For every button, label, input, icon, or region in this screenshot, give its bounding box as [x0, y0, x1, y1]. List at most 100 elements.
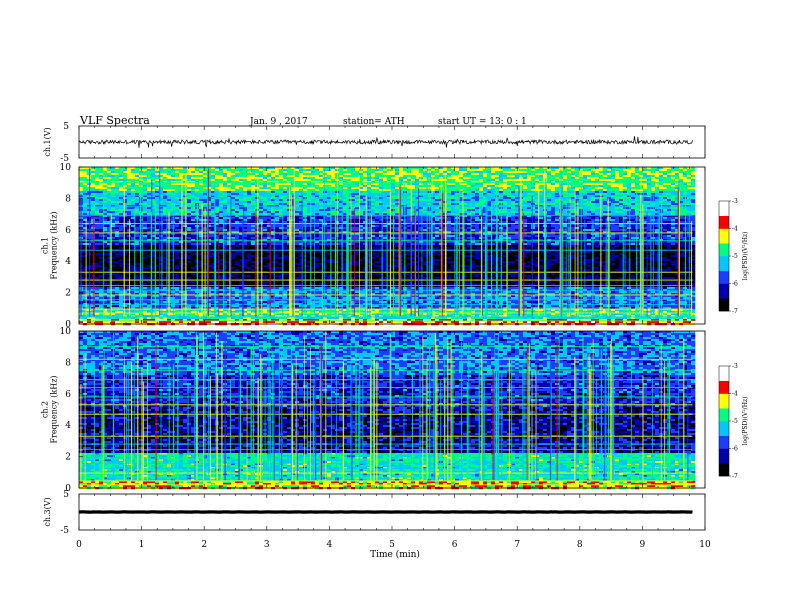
psd-cell [607, 185, 611, 187]
psd-cell [519, 169, 523, 171]
psd-cell [95, 201, 99, 203]
psd-cell [187, 177, 191, 179]
psd-cell [527, 171, 531, 173]
psd-cell [447, 187, 451, 189]
psd-cell [299, 229, 303, 231]
psd-cell [251, 169, 255, 171]
psd-cell [119, 173, 123, 175]
psd-cell [191, 211, 195, 213]
psd-cell [311, 183, 315, 185]
psd-cell [611, 221, 615, 223]
psd-cell [479, 199, 483, 201]
psd-cell [195, 201, 199, 203]
psd-cell [547, 227, 551, 229]
psd-cell [555, 213, 559, 215]
psd-cell [383, 211, 387, 213]
psd-cell [355, 177, 359, 179]
psd-cell [375, 191, 379, 193]
psd-cell [99, 213, 103, 215]
psd-cell [315, 183, 319, 185]
psd-cell [603, 199, 607, 201]
psd-cell [547, 179, 551, 181]
psd-cell [91, 183, 95, 185]
psd-cell [511, 219, 515, 221]
psd-cell [79, 179, 83, 181]
psd-cell [95, 211, 99, 213]
psd-cell [463, 185, 467, 187]
psd-cell [631, 173, 635, 175]
psd-cell [475, 203, 479, 205]
psd-cell [627, 199, 631, 201]
psd-cell [383, 189, 387, 191]
psd-cell [471, 207, 475, 209]
psd-cell [483, 203, 487, 205]
psd-cell [623, 173, 627, 175]
psd-cell [511, 175, 515, 177]
psd-cell [115, 201, 119, 203]
psd-cell [687, 173, 691, 175]
psd-cell [275, 173, 279, 175]
psd-cell [575, 185, 579, 187]
psd-cell [155, 185, 159, 187]
psd-cell [531, 177, 535, 179]
psd-cell [551, 185, 555, 187]
psd-cell [227, 171, 231, 173]
psd-cell [323, 197, 327, 199]
psd-cell [475, 197, 479, 199]
psd-cell [231, 189, 235, 191]
psd-cell [663, 173, 667, 175]
psd-cell [447, 177, 451, 179]
psd-cell [527, 203, 531, 205]
psd-cell [631, 221, 635, 223]
psd-cell [175, 213, 179, 215]
psd-cell [539, 225, 543, 227]
psd-cell [91, 187, 95, 189]
psd-cell [355, 183, 359, 185]
psd-cell [199, 169, 203, 171]
psd-cell [247, 183, 251, 185]
psd-cell [271, 171, 275, 173]
psd-cell [327, 177, 331, 179]
psd-cell [659, 203, 663, 205]
psd-cell [475, 173, 479, 175]
psd-cell [251, 197, 255, 199]
psd-cell [595, 201, 599, 203]
psd-cell [219, 197, 223, 199]
psd-cell [619, 225, 623, 227]
psd-cell [435, 207, 439, 209]
psd-cell [511, 185, 515, 187]
psd-cell [383, 207, 387, 209]
psd-cell [511, 179, 515, 181]
psd-cell [175, 189, 179, 191]
psd-cell [511, 187, 515, 189]
psd-cell [251, 177, 255, 179]
psd-cell [307, 175, 311, 177]
psd-cell [671, 177, 675, 179]
psd-cell [411, 175, 415, 177]
psd-cell [199, 185, 203, 187]
psd-cell [123, 173, 127, 175]
ylabel: ch.1(V) [43, 127, 52, 156]
psd-cell [111, 209, 115, 211]
psd-cell [111, 177, 115, 179]
psd-cell [299, 221, 303, 223]
psd-cell [239, 191, 243, 193]
psd-cell [531, 199, 535, 201]
psd-cell [175, 185, 179, 187]
psd-cell [315, 225, 319, 227]
psd-cell [555, 191, 559, 193]
psd-cell [407, 191, 411, 193]
psd-cell [171, 175, 175, 177]
psd-cell [155, 169, 159, 171]
psd-cell [435, 219, 439, 221]
psd-cell [627, 201, 631, 203]
psd-cell [131, 183, 135, 185]
psd-cell [211, 169, 215, 171]
psd-cell [135, 187, 139, 189]
psd-cell [667, 217, 671, 219]
psd-cell [583, 209, 587, 211]
psd-cell [91, 191, 95, 193]
psd-cell [79, 191, 83, 193]
psd-cell [655, 191, 659, 193]
psd-cell [479, 179, 483, 181]
